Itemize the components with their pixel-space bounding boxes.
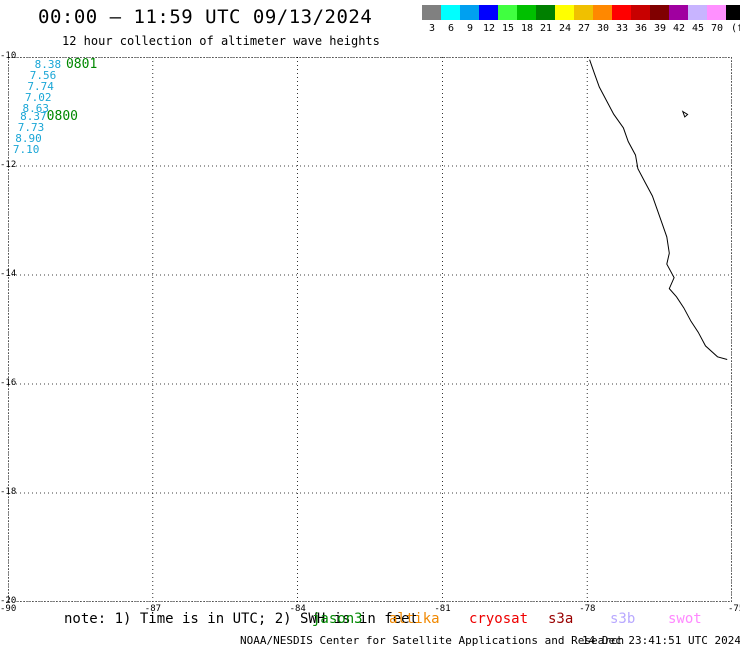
legend-swatch <box>631 5 650 20</box>
wave-height-value: 7.10 <box>12 142 40 156</box>
wave-height-value: 8.37 <box>20 109 47 123</box>
longitude-tick-label: -81 <box>434 604 451 614</box>
legend-label: 9 <box>466 23 474 34</box>
wave-height-value: 7.73 <box>17 120 45 134</box>
coastline <box>589 59 728 360</box>
legend-label: 42 <box>672 23 686 34</box>
legend-swatch <box>422 5 441 20</box>
legend-swatch <box>517 5 536 20</box>
legend-label: 39 <box>653 23 667 34</box>
map-border <box>8 57 732 602</box>
satellite-label: jason3 <box>312 611 363 627</box>
island-outline <box>681 110 689 118</box>
legend-swatch <box>574 5 593 20</box>
latitude-tick-label: -12 <box>0 160 17 170</box>
longitude-tick-label: -78 <box>579 604 596 614</box>
legend-label: 30 <box>596 23 610 34</box>
latitude-tick-label: -16 <box>0 378 17 388</box>
wave-height-value: 7.56 <box>29 69 57 83</box>
legend-label: 12 <box>482 23 496 34</box>
latitude-tick-label: -20 <box>0 596 17 606</box>
legend-swatch <box>650 5 669 20</box>
satellite-label: swot <box>668 611 702 627</box>
wave-height-value: 7.02 <box>24 90 52 104</box>
legend-label: 33 <box>615 23 629 34</box>
credit-line: NOAA/NESDIS Center for Satellite Applica… <box>240 634 625 647</box>
legend-label: 6 <box>447 23 455 34</box>
legend-swatch <box>726 5 740 20</box>
latitude-tick-label: -18 <box>0 487 17 497</box>
page-subtitle: 12 hour collection of altimeter wave hei… <box>62 34 380 48</box>
legend-swatch <box>479 5 498 20</box>
legend-label: 36 <box>634 23 648 34</box>
wave-height-value: 7.74 <box>27 79 54 93</box>
satellite-label: altika <box>389 611 440 627</box>
latitude-tick-label: -14 <box>0 269 17 279</box>
longitude-tick-label: -75 <box>728 604 740 614</box>
legend-swatch <box>707 5 726 20</box>
satellite-label: s3b <box>610 611 636 627</box>
wave-height-value: 8.90 <box>15 131 42 145</box>
legend-swatch <box>460 5 479 20</box>
pass-time-label: 0800 <box>46 108 78 124</box>
page-title: 00:00 – 11:59 UTC 09/13/2024 <box>38 6 373 28</box>
legend-swatch <box>688 5 707 20</box>
wave-height-value: 8.38 <box>34 58 62 72</box>
legend-swatch <box>441 5 460 20</box>
satellite-label: s3a <box>548 611 574 627</box>
longitude-tick-label: -84 <box>289 604 306 614</box>
longitude-tick-label: -90 <box>0 604 17 614</box>
longitude-tick-label: -87 <box>144 604 162 614</box>
legend-label: 45 <box>691 23 705 34</box>
legend-label: 21 <box>539 23 553 34</box>
legend-unit: (ft) <box>731 23 740 34</box>
pass-time-label: 0801 <box>65 57 98 73</box>
legend-label: 18 <box>520 23 534 34</box>
generated-timestamp: 14 Dec 23:41:51 UTC 2024 <box>582 634 740 647</box>
satellite-label: cryosat <box>469 611 529 627</box>
legend-swatch <box>612 5 631 20</box>
legend-swatch <box>669 5 688 20</box>
legend-label: 27 <box>577 23 591 34</box>
legend-label: 70 <box>710 23 724 34</box>
legend-label: 3 <box>428 23 436 34</box>
latitude-tick-label: -10 <box>0 51 17 61</box>
legend-label: 24 <box>558 23 572 34</box>
legend-label: 15 <box>501 23 515 34</box>
footnote: note: 1) Time is in UTC; 2) SWH is in fe… <box>64 611 419 627</box>
legend-swatch <box>536 5 555 20</box>
wave-height-value: 8.63 <box>22 101 50 115</box>
legend-swatch <box>498 5 517 20</box>
map-canvas <box>7 56 733 603</box>
legend-swatch <box>555 5 574 20</box>
map-frame <box>7 56 733 606</box>
legend-swatch <box>593 5 612 20</box>
